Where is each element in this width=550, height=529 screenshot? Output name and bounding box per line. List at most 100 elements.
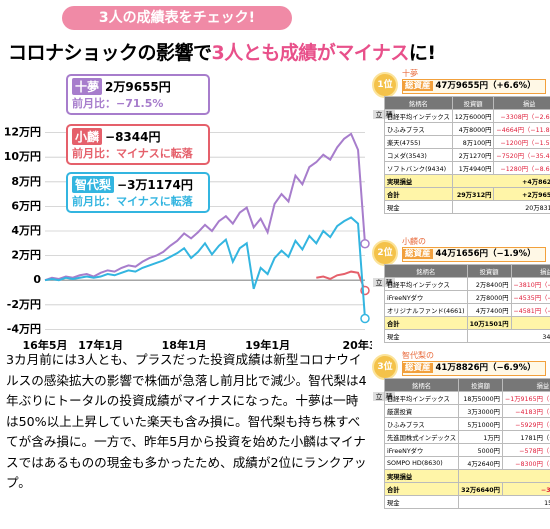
x-tick-label: 19年1月 (245, 338, 290, 350)
total-assets: 総資産 41万8826円（−6.9%） (402, 361, 546, 376)
table-cell: 投資額 (458, 378, 503, 392)
table-cell: 損益 (501, 378, 550, 392)
table-cell: +5201円 (458, 469, 550, 483)
table-cell: −5929円（−11.6%） (501, 417, 550, 431)
table-row: 現金34万8499円 (384, 329, 550, 343)
table-cell: コメダ(3543) (384, 148, 453, 162)
table-cell: −8300円（−19.5%） (501, 456, 550, 470)
y-tick-label: 8万円 (11, 175, 41, 188)
table-row: コメダ(3543)2万1270円−7520円（−35.4%） (384, 148, 550, 162)
table-cell: −3810円（−13.4%） (510, 277, 550, 291)
table-cell: −7520円（−35.4%） (493, 148, 550, 162)
table-cell: 5万1000円 (458, 417, 503, 431)
asset-label: 総資産 (403, 81, 433, 91)
legend-change: 前月比：マイナスに転落 (72, 147, 193, 160)
table-cell: 2万8400円 (466, 277, 512, 291)
legend-box: 小麟 −8344円前月比：マイナスに転落 (66, 124, 210, 165)
banner: 3人の成績表をチェック! (62, 6, 292, 30)
table-cell: 厳選投資 (383, 404, 460, 418)
rank-badge: 3位 (372, 354, 398, 380)
total-assets: 総資産 44万1656円（−1.9%） (402, 247, 546, 262)
holdings-table: 銘柄名投資額損益日経平均インデックス2万8400円−3810円（−13.4%）i… (384, 264, 550, 343)
table-cell: 1万4940円 (451, 161, 495, 175)
table-cell: −578円（−11.6%） (501, 443, 550, 457)
table-cell: −1200円（−1.5%） (493, 135, 550, 149)
table-cell: 12万6000円 (451, 109, 495, 123)
series-line (44, 132, 366, 282)
series-line (316, 270, 366, 291)
y-tick-label: 6万円 (11, 199, 41, 212)
table-cell: 2万8000円 (466, 290, 512, 304)
legend-name: 小麟 (72, 128, 103, 145)
table-row: ソフトバンク(9434)1万4940円−1280円（−8.6%） (384, 161, 550, 175)
table-cell: 実現損益 (384, 174, 453, 188)
table-cell: 18万5000円 (458, 391, 503, 405)
table-cell: 3万3000円 (458, 404, 503, 418)
table-cell: iFreeNYダウ (383, 443, 460, 457)
table-cell: 日経平均インデックス (384, 109, 453, 123)
table-cell: 現金 (384, 329, 468, 343)
headline-highlight: 3人とも成績がマイナス (211, 42, 410, 64)
table-cell: 34万8499円 (466, 329, 550, 343)
table-cell: 銘柄名 (384, 264, 468, 278)
table-cell: 20万8314円 (451, 200, 550, 214)
table-row: 銘柄名 投資額 損益 (384, 96, 550, 110)
table-cell: 銘柄名 (383, 378, 460, 392)
end-point (360, 238, 370, 249)
asset-value: 41万8826円（−6.9%） (435, 363, 536, 373)
investor-name: 十夢 (402, 69, 418, 78)
table-row: 現金20万8314円 (384, 200, 550, 214)
total-assets: 総資産 47万9655円（+6.6%） (402, 79, 546, 94)
table-cell: 現金 (384, 200, 453, 214)
table-cell: −1280円（−8.6%） (493, 161, 550, 175)
table-cell: ソフトバンク(9434) (384, 161, 453, 175)
table-cell: ひふみプラス (384, 122, 453, 136)
table-cell: 先進国株式インデックス (383, 430, 460, 444)
x-tick-label: 20年3月 (343, 338, 372, 350)
table-cell: −3308円（−2.6%） (493, 109, 550, 123)
table-cell: 合計 (384, 316, 468, 330)
table-cell: 4万2640円 (458, 456, 503, 470)
headline: コロナショックの影響で3人とも成績がマイナスに! (8, 38, 436, 65)
chart: 12万円 10万円 8万円 6万円 4万円 2万円 0 -2万円 -4万円 16年5月 17年1月 1… (4, 126, 372, 350)
table-cell: 合計 (384, 187, 453, 201)
rank-badge: 1位 (372, 72, 398, 98)
table-row: SOMPO HD(8630)4万2640円−8300円（−19.5%） (383, 456, 550, 470)
x-tick-label: 17年1月 (78, 338, 123, 350)
table-cell: −4535円（−16.1%） (510, 290, 550, 304)
table-cell: 10万1501円 (466, 316, 512, 330)
table-cell: 実現損益 (383, 469, 460, 483)
asset-label: 総資産 (403, 363, 433, 373)
table-cell: 楽天(4755) (384, 135, 453, 149)
table-cell: 4万7400円 (466, 303, 512, 317)
table-cell: ひふみプラス (383, 417, 460, 431)
table-row: 現金15万9735円 (383, 495, 550, 509)
legend-box: 智代梨 −3万1174円 前月比：マイナスに転落 (66, 172, 210, 213)
headline-text: に! (408, 42, 436, 64)
legend-amount: −8344円 (105, 130, 161, 144)
table-cell: 2万1270円 (451, 148, 495, 162)
table-cell: +2万9655円 (493, 187, 550, 201)
legend-amount: 2万9655円 (105, 80, 171, 94)
holdings-table: 銘柄名投資額損益日経平均インデックス12万6000円−3308円（−2.6%）ひ… (384, 96, 550, 214)
investor-name: 小麟の (402, 237, 426, 246)
table-cell: 損益 (493, 96, 550, 110)
table-cell: 日経平均インデックス (383, 391, 460, 405)
headline-text: コロナショックの影響で (8, 42, 212, 64)
legend-change: 前月比：−71.5% (72, 97, 164, 110)
legend-row: 小麟 −8344円 (72, 128, 204, 145)
legend-name: 十夢 (72, 78, 103, 95)
table-cell: 4万8000円 (451, 122, 495, 136)
table-cell: 1781円（+17.8%） (501, 430, 550, 444)
x-tick-label: 18年1月 (162, 338, 207, 350)
table-cell: 1万円 (458, 430, 503, 444)
